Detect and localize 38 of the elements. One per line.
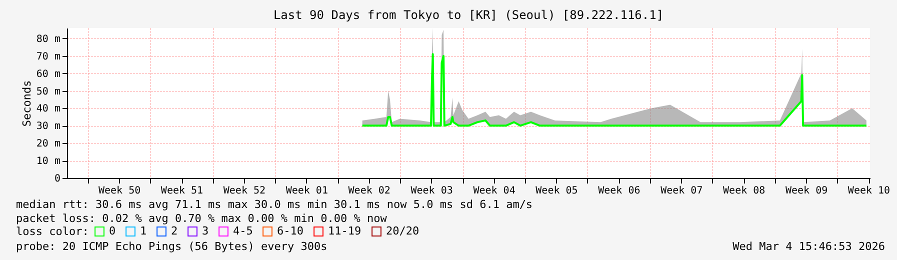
- y-axis-title: Seconds: [20, 80, 34, 127]
- chart-title: Last 90 Days from Tokyo to [KR] (Seoul) [89.222.116.1]: [273, 8, 664, 22]
- y-tick-label: 50 m: [36, 86, 60, 98]
- legend-label: 4-5: [233, 224, 253, 238]
- legend-label: 20/20: [386, 224, 420, 238]
- y-tick-label: 20 m: [36, 138, 60, 150]
- legend-label: 2: [171, 224, 178, 238]
- x-tick-label: Week 04: [473, 186, 516, 196]
- legend-label: 0: [109, 224, 116, 238]
- x-tick-label: Week 10: [848, 186, 890, 196]
- x-tick-label: Week 50: [98, 186, 141, 196]
- legend-label: 3: [202, 224, 209, 238]
- line-series: [361, 53, 868, 127]
- y-tick-label: 30 m: [36, 121, 60, 132]
- y-tick-label: 70 m: [36, 51, 60, 62]
- legend-label: 11-19: [328, 224, 362, 238]
- legend-title: loss color:: [16, 225, 89, 238]
- text: probe: 20 ICMP Echo Pings (56 Bytes) every 300s: [16, 240, 328, 253]
- y-tick-label: 40 m: [36, 104, 60, 115]
- x-tick-label: Week 05: [536, 186, 578, 196]
- y-tick-label: 60 m: [36, 68, 60, 80]
- x-tick-label: Week 52: [223, 186, 266, 196]
- x-tick-label: Week 07: [660, 186, 703, 196]
- x-tick-label: Week 51: [160, 186, 204, 196]
- legend-label: 1: [140, 224, 147, 238]
- x-tick-label: Week 09: [785, 186, 828, 196]
- x-tick-label: Week 08: [723, 186, 766, 196]
- y-tick-label: 10 m: [36, 156, 60, 168]
- x-tick-label: Week 06: [598, 186, 640, 196]
- text: packet loss: 0.02 % avg 0.70 % max 0.00 % min 0.00 % now: [16, 212, 388, 225]
- x-tick-label: Week 02: [348, 186, 390, 196]
- x-tick-label: Week 03: [410, 186, 453, 196]
- text: Wed Mar 4 15:46:53 2026: [732, 240, 885, 253]
- y-tick-label: 0: [54, 174, 60, 184]
- x-tick-label: Week 01: [286, 186, 328, 196]
- y-tick-label: 80 m: [36, 34, 60, 45]
- text: median rtt: 30.6 ms avg 71.1 ms max 30.0 ms min 30.1 ms now 5.0 ms sd 6.1 am/s: [16, 198, 533, 211]
- legend-label: 6-10: [277, 224, 304, 238]
